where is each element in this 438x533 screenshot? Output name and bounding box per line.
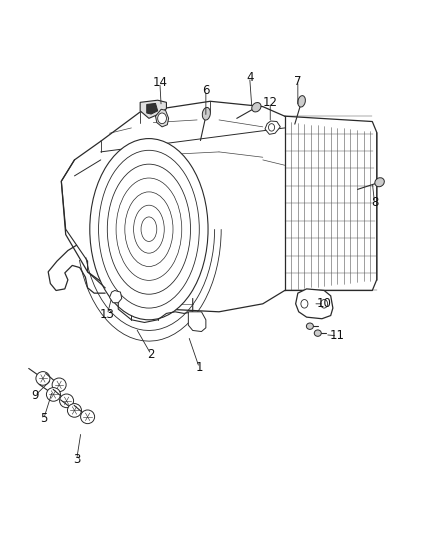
Ellipse shape	[298, 95, 305, 107]
Ellipse shape	[52, 378, 66, 392]
Ellipse shape	[67, 403, 81, 417]
Ellipse shape	[81, 410, 95, 424]
Ellipse shape	[314, 330, 321, 336]
Ellipse shape	[202, 108, 210, 120]
Ellipse shape	[46, 387, 60, 401]
Polygon shape	[140, 100, 166, 118]
Ellipse shape	[36, 372, 50, 385]
Polygon shape	[147, 103, 158, 114]
Text: 11: 11	[330, 329, 345, 342]
Text: 1: 1	[195, 361, 203, 374]
Polygon shape	[296, 289, 333, 319]
Polygon shape	[155, 109, 169, 127]
Text: 10: 10	[317, 297, 332, 310]
Ellipse shape	[158, 113, 166, 124]
Text: 8: 8	[371, 196, 378, 209]
Ellipse shape	[321, 300, 328, 308]
Text: 7: 7	[294, 75, 302, 87]
Text: 12: 12	[263, 96, 278, 109]
Text: 2: 2	[147, 348, 155, 361]
Text: 3: 3	[73, 453, 80, 466]
Ellipse shape	[301, 300, 308, 308]
Text: 6: 6	[202, 84, 210, 97]
Text: 4: 4	[246, 71, 254, 84]
Text: 14: 14	[152, 76, 167, 89]
Ellipse shape	[268, 124, 275, 131]
Text: 9: 9	[31, 389, 39, 402]
Polygon shape	[265, 121, 280, 134]
Ellipse shape	[306, 323, 314, 329]
Text: 5: 5	[40, 412, 47, 425]
Polygon shape	[110, 290, 122, 303]
Polygon shape	[188, 312, 206, 332]
Text: 13: 13	[100, 308, 115, 321]
Ellipse shape	[252, 102, 261, 112]
Ellipse shape	[60, 394, 74, 408]
Ellipse shape	[90, 139, 208, 320]
Ellipse shape	[375, 177, 384, 187]
